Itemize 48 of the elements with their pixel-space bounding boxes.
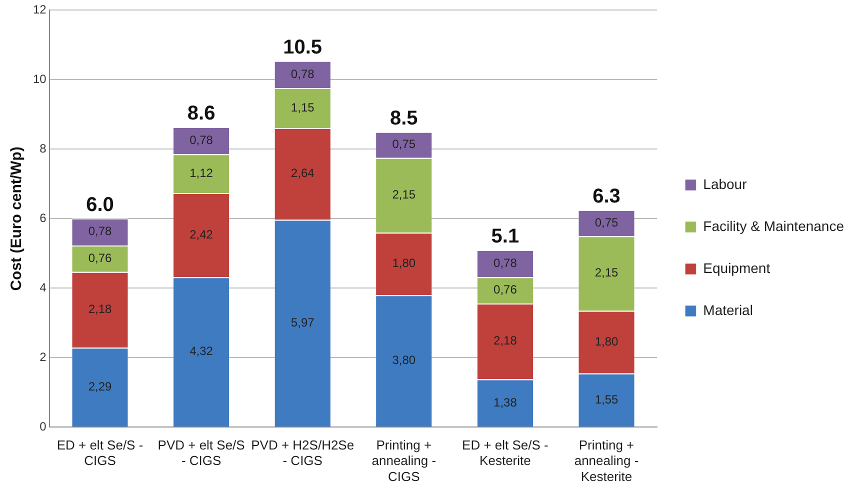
data-label: 2,42 <box>190 227 214 242</box>
x-tick-label: Printing + annealing - CIGS <box>372 438 436 484</box>
data-label: 0,76 <box>494 282 518 297</box>
y-tick-label: 6 <box>40 211 47 226</box>
data-label: 3,80 <box>392 353 416 368</box>
data-label: 2,15 <box>392 188 416 202</box>
data-label: 2,64 <box>290 166 315 180</box>
total-label: 10.5 <box>283 36 322 58</box>
legend-label: Material <box>703 302 753 318</box>
data-label: 1,80 <box>392 256 416 270</box>
y-axis-title: Cost (Euro cent/Wp) <box>8 146 26 291</box>
data-label: 2,29 <box>88 379 112 394</box>
data-label: 1,55 <box>594 392 619 406</box>
y-tick-label: 2 <box>40 350 47 364</box>
data-label: 0,76 <box>88 250 112 265</box>
x-tick-label: Printing + annealing - Kesterite <box>574 438 639 484</box>
data-label: 5,97 <box>290 316 315 330</box>
legend-label: Equipment <box>703 260 770 276</box>
data-label: 2,15 <box>594 266 619 280</box>
data-label: 2,18 <box>88 302 112 316</box>
x-tick-label: PVD + elt Se/S - CIGS <box>158 438 246 468</box>
x-tick-label: ED + elt Se/S - CIGS <box>56 438 144 468</box>
total-label: 8.6 <box>187 102 216 124</box>
data-label: 1,38 <box>494 395 518 410</box>
legend-label: Labour <box>703 176 748 192</box>
data-label: 4,32 <box>190 344 214 358</box>
x-tick-label: ED + elt Se/S - Kesterite <box>462 438 548 468</box>
total-label: 5.1 <box>491 225 520 248</box>
data-label: 0,78 <box>494 256 518 270</box>
data-label: 1,15 <box>290 100 315 114</box>
data-label: 0,78 <box>190 132 214 147</box>
data-label: 1,12 <box>190 166 214 180</box>
data-label: 0,75 <box>594 215 619 230</box>
y-tick-label: 0 <box>40 420 47 434</box>
data-label: 2,18 <box>494 334 518 348</box>
y-tick-label: 8 <box>40 142 47 156</box>
data-label: 0,75 <box>392 137 416 152</box>
legend-label: Facility & Maintenance <box>703 218 844 234</box>
total-label: 8.5 <box>390 107 418 130</box>
data-label: 0,78 <box>290 66 315 81</box>
total-label: 6.3 <box>592 186 620 208</box>
y-tick-label: 4 <box>40 280 47 295</box>
total-label: 6.0 <box>86 194 114 216</box>
data-label: 0,78 <box>88 224 112 238</box>
x-tick-label: PVD + H2S/H2Se - CIGS <box>251 438 354 468</box>
y-tick-label: 12 <box>32 2 47 17</box>
data-label: 1,80 <box>594 334 619 348</box>
y-tick-label: 10 <box>32 72 47 86</box>
